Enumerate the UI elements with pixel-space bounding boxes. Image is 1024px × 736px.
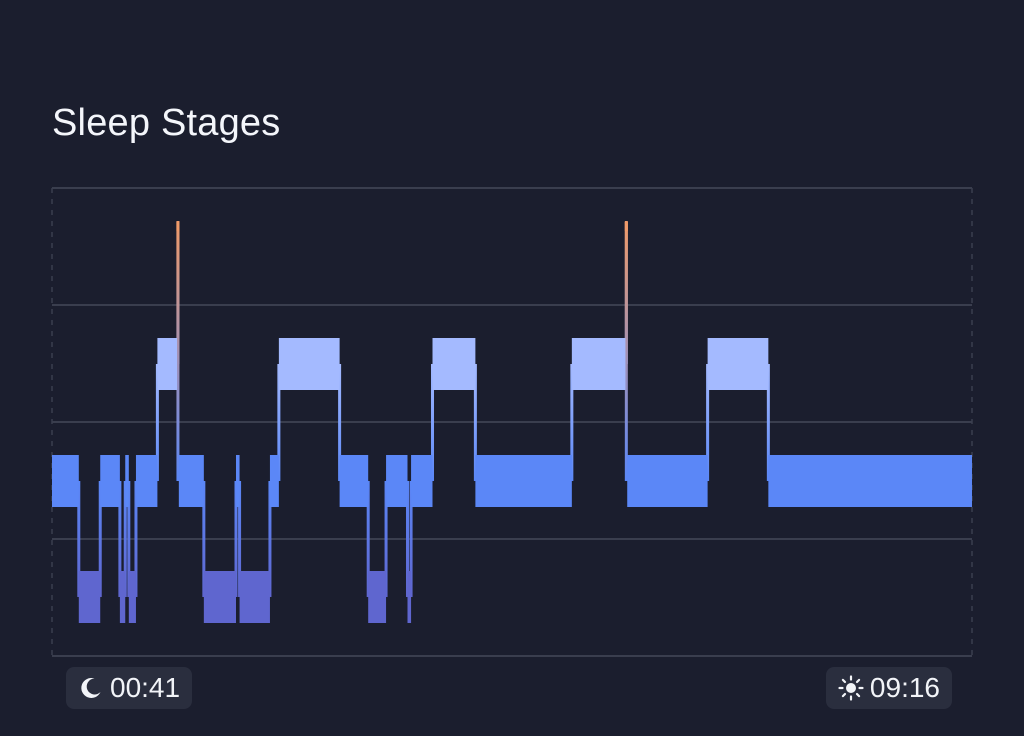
stage-transition-3 xyxy=(123,481,127,597)
stage-bar-18 xyxy=(407,571,412,623)
stage-bar-16 xyxy=(368,571,387,623)
start-time-label: 00:41 xyxy=(110,672,181,703)
stage-bar-22 xyxy=(571,338,626,390)
stage-transition-13 xyxy=(277,364,281,481)
end-time-label: 09:16 xyxy=(869,672,940,703)
stage-transition-15 xyxy=(366,481,370,597)
stage-transition-21 xyxy=(570,364,574,481)
stage-bar-1 xyxy=(78,571,101,623)
stage-transition-5 xyxy=(134,481,138,597)
stage-bar-5 xyxy=(128,571,136,623)
stage-bar-2 xyxy=(100,455,120,507)
stage-bar-24 xyxy=(627,455,708,507)
moon-icon xyxy=(81,677,101,698)
end-time-badge: 09:16 xyxy=(825,667,952,709)
stage-transition-8 xyxy=(176,222,180,481)
stage-bar-11 xyxy=(236,455,240,507)
sun-icon xyxy=(838,675,864,701)
stage-bar-21 xyxy=(475,455,572,507)
stage-transition-6 xyxy=(155,364,159,481)
stage-bar-0 xyxy=(52,455,79,507)
stage-transition-4 xyxy=(127,481,131,597)
chart-grid xyxy=(51,187,973,657)
stage-transitions xyxy=(77,222,770,597)
stage-transition-10 xyxy=(234,481,238,597)
stage-transition-11 xyxy=(238,481,242,597)
stage-transition-19 xyxy=(431,364,435,481)
stage-transition-1 xyxy=(98,481,102,597)
stage-transition-14 xyxy=(338,364,342,481)
stage-transition-17 xyxy=(405,481,409,597)
stage-bar-19 xyxy=(411,455,433,507)
stage-bar-4 xyxy=(125,455,129,507)
start-time-badge: 00:41 xyxy=(66,667,193,709)
stage-bar-25 xyxy=(707,338,769,390)
stage-transition-2 xyxy=(118,481,122,597)
stage-transition-9 xyxy=(202,481,206,597)
stage-transition-18 xyxy=(409,481,413,597)
stage-bar-10 xyxy=(203,571,236,623)
stage-bar-23 xyxy=(624,221,628,231)
stage-bar-20 xyxy=(432,338,476,390)
stage-bar-3 xyxy=(119,571,126,623)
stage-bar-7 xyxy=(157,338,178,390)
stage-transition-25 xyxy=(766,364,770,481)
stage-transition-16 xyxy=(384,481,388,597)
stage-bar-13 xyxy=(269,455,279,507)
stage-bar-15 xyxy=(339,455,369,507)
stage-bar-8 xyxy=(176,221,180,231)
stage-transition-23 xyxy=(624,222,628,481)
stage-bar-17 xyxy=(386,455,408,507)
stage-bar-26 xyxy=(768,455,972,507)
stage-bar-14 xyxy=(278,338,340,390)
stage-bar-6 xyxy=(135,455,158,507)
page-title: Sleep Stages xyxy=(52,102,281,144)
stage-transition-24 xyxy=(706,364,710,481)
stage-transition-12 xyxy=(268,481,272,597)
stage-bar-12 xyxy=(239,571,270,623)
stage-bars xyxy=(52,221,972,623)
stage-transition-20 xyxy=(473,364,477,481)
stage-transition-0 xyxy=(77,481,81,597)
stage-bar-9 xyxy=(178,455,204,507)
